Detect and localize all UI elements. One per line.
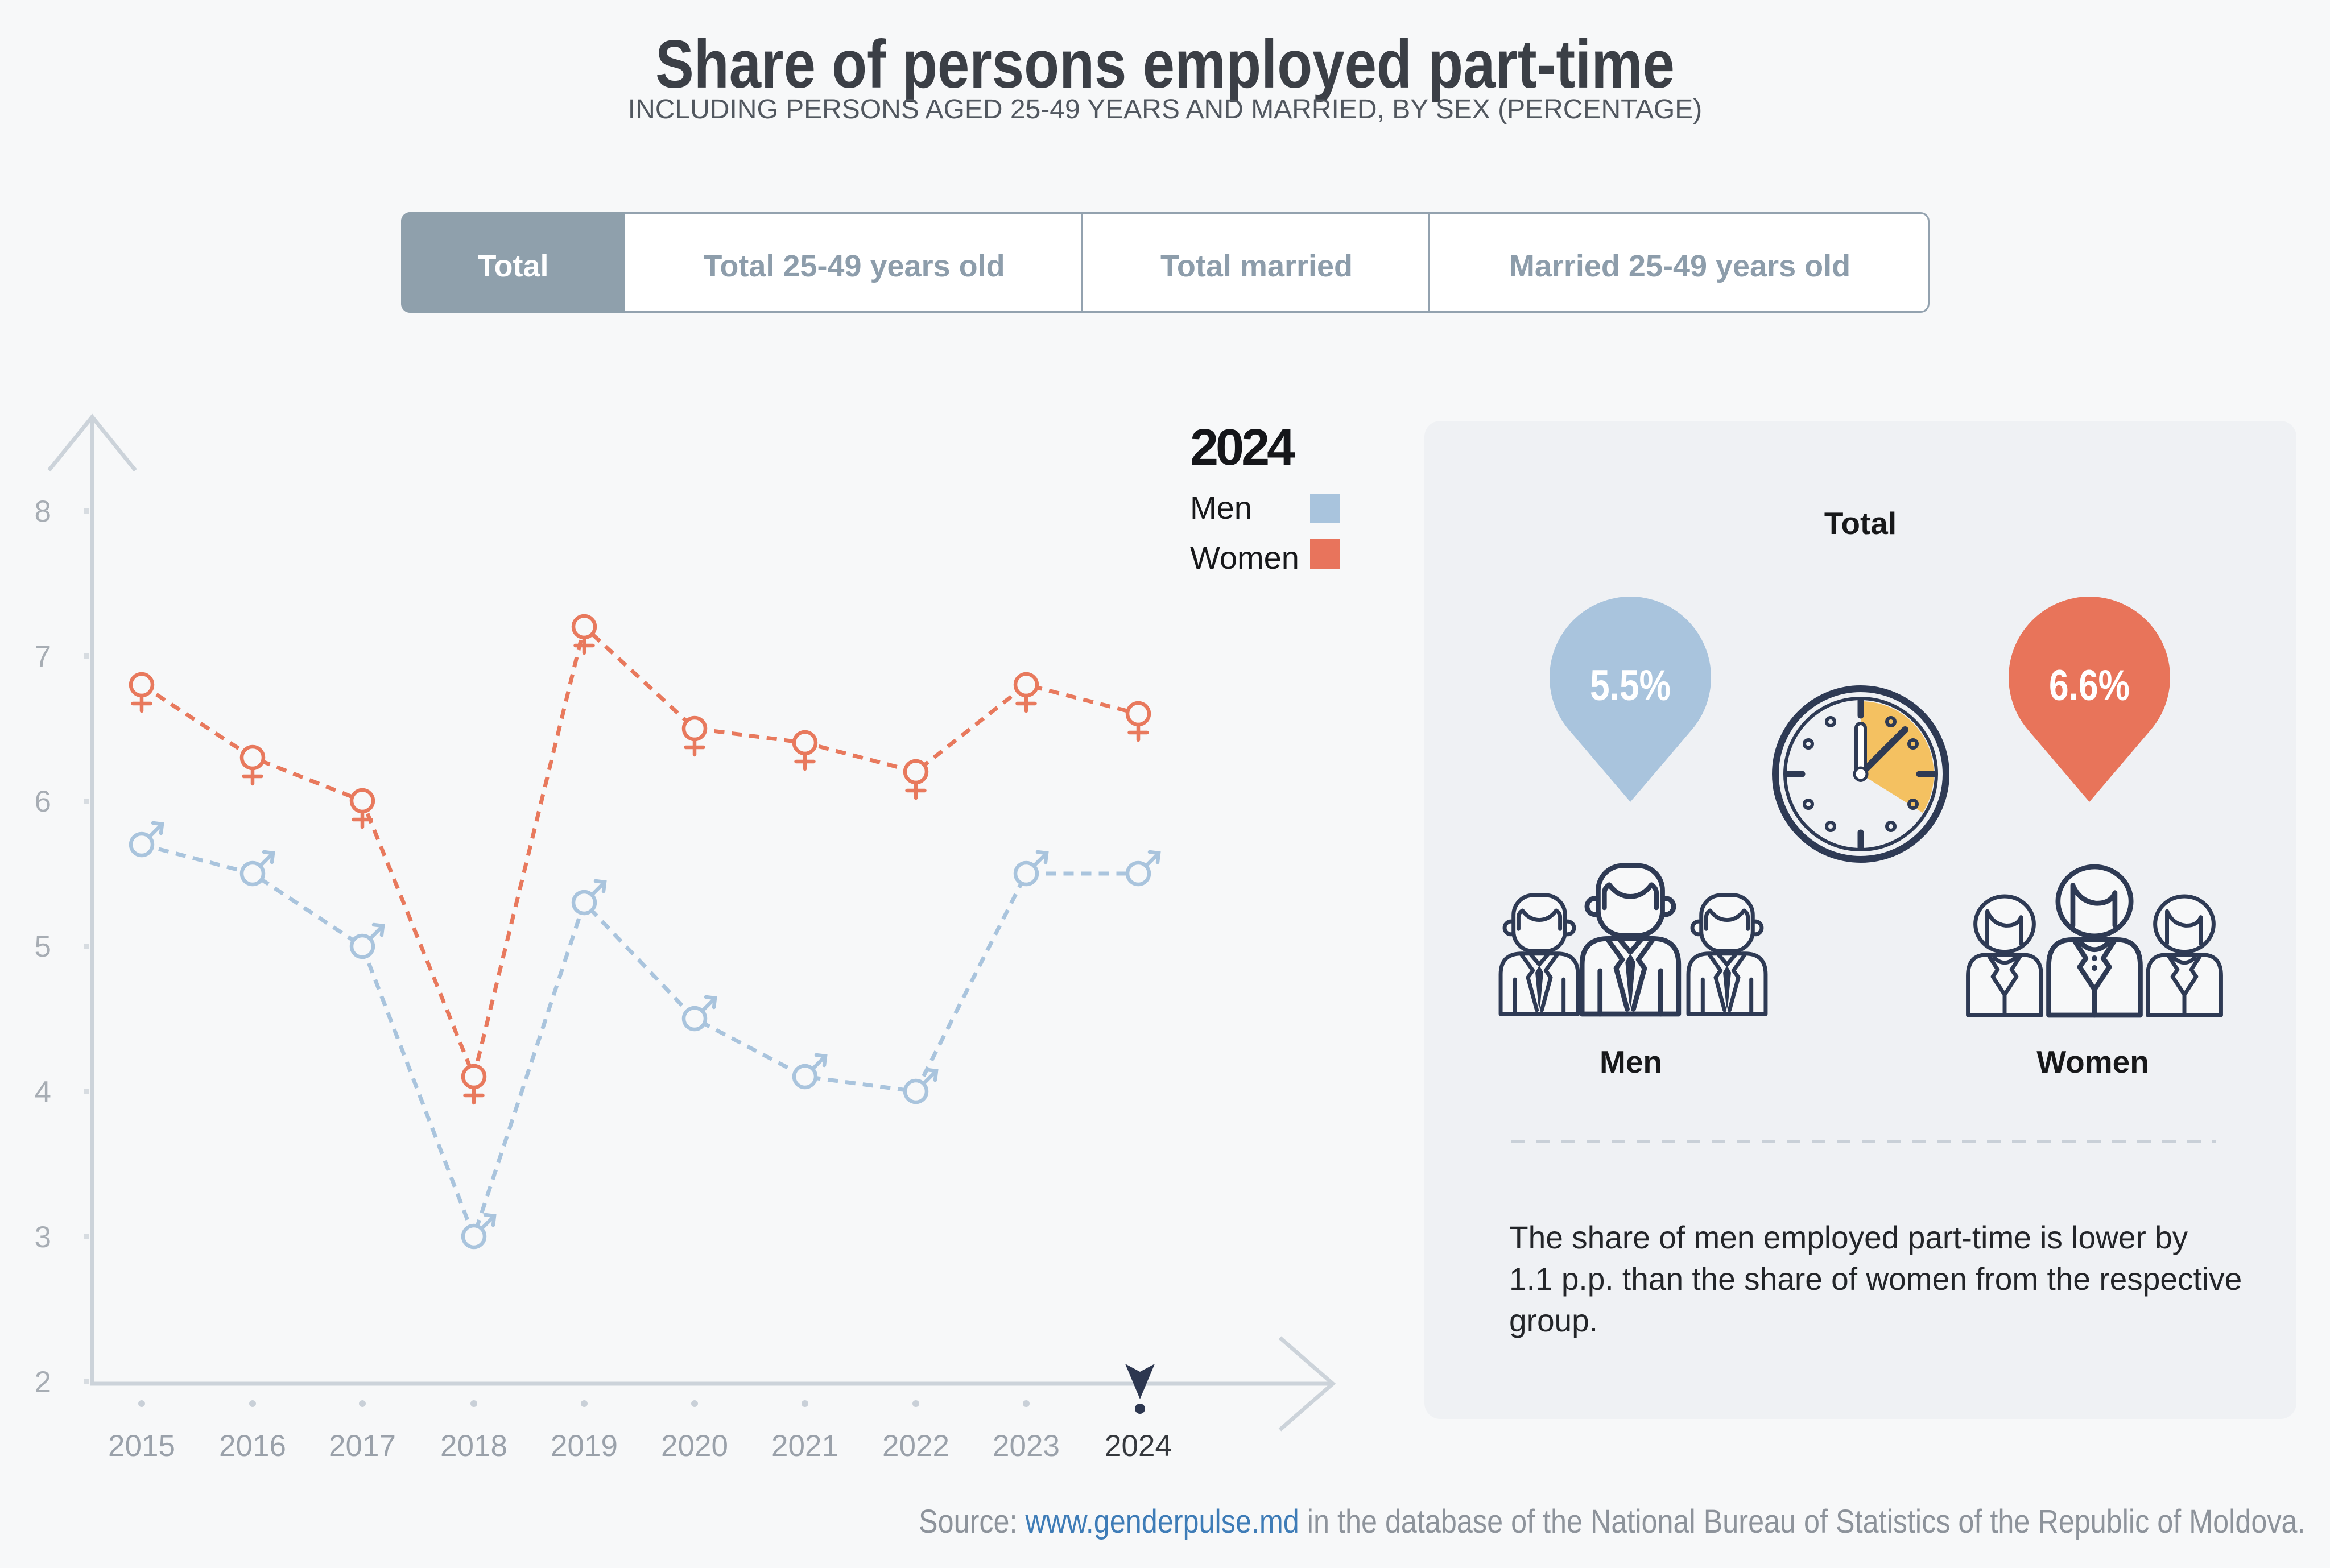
- svg-text:2021: 2021: [771, 1429, 838, 1463]
- svg-text:2017: 2017: [329, 1429, 396, 1463]
- svg-text:8: 8: [35, 495, 51, 528]
- svg-text:2: 2: [35, 1366, 51, 1399]
- svg-text:2024: 2024: [1105, 1429, 1172, 1463]
- svg-text:5: 5: [35, 930, 51, 963]
- svg-text:2018: 2018: [440, 1429, 507, 1463]
- svg-text:2022: 2022: [882, 1429, 949, 1463]
- svg-text:2016: 2016: [219, 1429, 286, 1463]
- svg-text:2019: 2019: [551, 1429, 618, 1463]
- svg-text:7: 7: [35, 640, 51, 673]
- svg-text:6: 6: [35, 785, 51, 818]
- svg-text:2023: 2023: [993, 1429, 1060, 1463]
- svg-text:4: 4: [35, 1075, 51, 1109]
- svg-text:3: 3: [35, 1221, 51, 1254]
- svg-text:2020: 2020: [661, 1429, 728, 1463]
- svg-text:2015: 2015: [108, 1429, 175, 1463]
